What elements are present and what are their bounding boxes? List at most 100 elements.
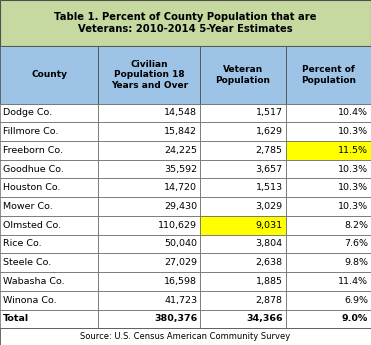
Bar (0, 178, 98, 197)
Text: 380,376: 380,376 (154, 314, 197, 323)
Text: Goodhue Co.: Goodhue Co. (3, 165, 64, 174)
Text: 35,592: 35,592 (164, 165, 197, 174)
Bar (98, 160, 200, 178)
Text: 10.3%: 10.3% (338, 202, 368, 211)
Bar (98, 104, 200, 122)
Text: 6.9%: 6.9% (344, 296, 368, 305)
Bar (0, 272, 98, 291)
Bar (200, 309, 286, 328)
Bar (200, 141, 286, 160)
Bar (200, 272, 286, 291)
Bar (200, 178, 286, 197)
Bar (200, 46, 286, 104)
Bar (200, 197, 286, 216)
Bar (0, 46, 98, 104)
Text: 11.5%: 11.5% (338, 146, 368, 155)
Text: 50,040: 50,040 (164, 239, 197, 248)
Bar (0, 197, 98, 216)
Bar (200, 104, 286, 122)
Text: Civilian
Population 18
Years and Over: Civilian Population 18 Years and Over (111, 60, 188, 90)
Text: Table 1. Percent of County Population that are
Veterans: 2010-2014 5-Year Estima: Table 1. Percent of County Population th… (54, 12, 317, 34)
Bar (286, 122, 371, 141)
Text: 11.4%: 11.4% (338, 277, 368, 286)
Text: Percent of
Population: Percent of Population (301, 65, 356, 85)
Bar (0, 0, 371, 46)
Text: 2,878: 2,878 (256, 296, 283, 305)
Bar (0, 216, 98, 235)
Text: 10.3%: 10.3% (338, 165, 368, 174)
Text: 1,513: 1,513 (256, 183, 283, 192)
Text: County: County (31, 70, 67, 79)
Text: Veteran
Population: Veteran Population (216, 65, 270, 85)
Text: 10.3%: 10.3% (338, 127, 368, 136)
Bar (98, 178, 200, 197)
Text: Fillmore Co.: Fillmore Co. (3, 127, 58, 136)
Text: 16,598: 16,598 (164, 277, 197, 286)
Text: Rice Co.: Rice Co. (3, 239, 42, 248)
Bar (98, 46, 200, 104)
Bar (200, 122, 286, 141)
Bar (98, 309, 200, 328)
Text: 1,885: 1,885 (256, 277, 283, 286)
Text: Olmsted Co.: Olmsted Co. (3, 221, 61, 230)
Text: 1,517: 1,517 (256, 108, 283, 117)
Bar (0, 253, 98, 272)
Bar (98, 122, 200, 141)
Text: 9.0%: 9.0% (342, 314, 368, 323)
Text: 9.8%: 9.8% (344, 258, 368, 267)
Bar (0, 104, 98, 122)
Bar (98, 216, 200, 235)
Text: 1,629: 1,629 (256, 127, 283, 136)
Bar (98, 197, 200, 216)
Bar (200, 291, 286, 309)
Text: 27,029: 27,029 (164, 258, 197, 267)
Bar (0, 160, 98, 178)
Bar (286, 46, 371, 104)
Bar (286, 178, 371, 197)
Text: 9,031: 9,031 (256, 221, 283, 230)
Bar (98, 235, 200, 253)
Text: 34,366: 34,366 (246, 314, 283, 323)
Bar (0, 309, 98, 328)
Bar (286, 253, 371, 272)
Bar (200, 253, 286, 272)
Text: 10.4%: 10.4% (338, 108, 368, 117)
Text: 24,225: 24,225 (164, 146, 197, 155)
Bar (286, 197, 371, 216)
Bar (200, 160, 286, 178)
Bar (98, 253, 200, 272)
Text: 7.6%: 7.6% (344, 239, 368, 248)
Text: 3,029: 3,029 (256, 202, 283, 211)
Text: Winona Co.: Winona Co. (3, 296, 57, 305)
Text: 3,804: 3,804 (256, 239, 283, 248)
Text: Steele Co.: Steele Co. (3, 258, 51, 267)
Bar (98, 272, 200, 291)
Text: 29,430: 29,430 (164, 202, 197, 211)
Text: Dodge Co.: Dodge Co. (3, 108, 52, 117)
Text: 3,657: 3,657 (256, 165, 283, 174)
Bar (98, 291, 200, 309)
Bar (286, 216, 371, 235)
Bar (0, 122, 98, 141)
Bar (286, 309, 371, 328)
Bar (286, 272, 371, 291)
Text: 10.3%: 10.3% (338, 183, 368, 192)
Bar (0, 141, 98, 160)
Text: 41,723: 41,723 (164, 296, 197, 305)
Bar (0, 328, 371, 345)
Text: 2,785: 2,785 (256, 146, 283, 155)
Text: 15,842: 15,842 (164, 127, 197, 136)
Text: 110,629: 110,629 (158, 221, 197, 230)
Bar (0, 291, 98, 309)
Bar (286, 235, 371, 253)
Text: 2,638: 2,638 (256, 258, 283, 267)
Bar (200, 235, 286, 253)
Bar (200, 216, 286, 235)
Text: Mower Co.: Mower Co. (3, 202, 53, 211)
Text: Wabasha Co.: Wabasha Co. (3, 277, 65, 286)
Bar (286, 141, 371, 160)
Bar (0, 235, 98, 253)
Text: Freeborn Co.: Freeborn Co. (3, 146, 63, 155)
Bar (98, 141, 200, 160)
Text: 8.2%: 8.2% (344, 221, 368, 230)
